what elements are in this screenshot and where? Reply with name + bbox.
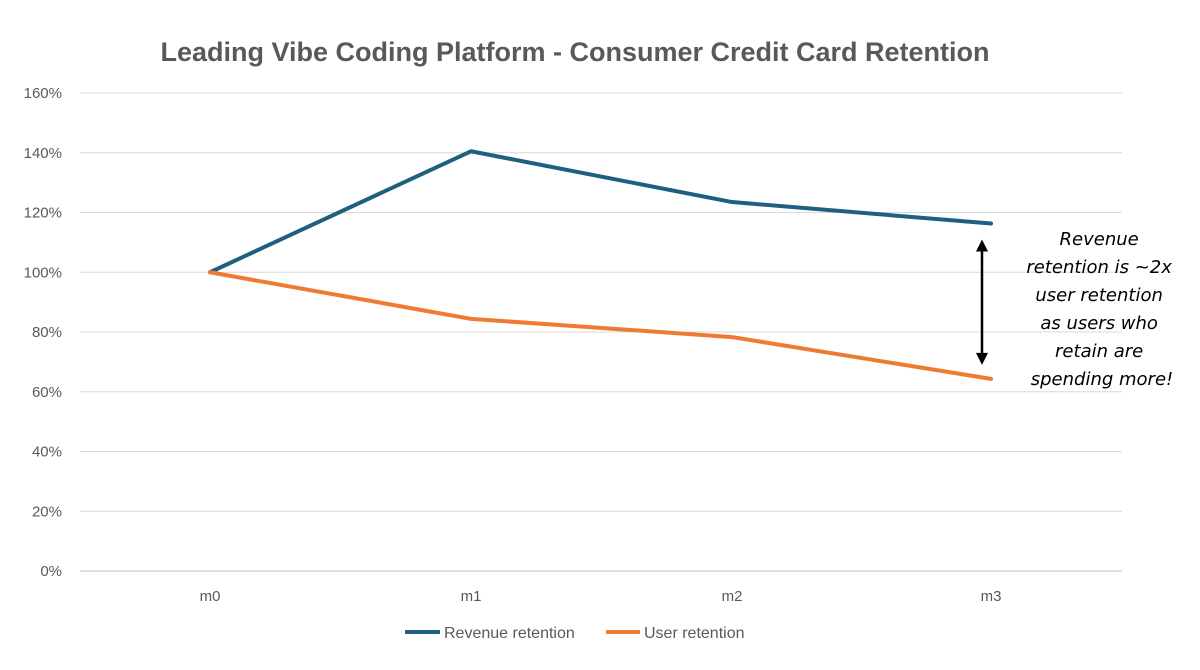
data-point <box>990 378 992 380</box>
y-tick-label: 120% <box>24 205 62 222</box>
annotation-line: as users who <box>1040 313 1158 334</box>
y-tick-label: 140% <box>24 145 62 162</box>
legend-label-user: User retention <box>644 625 745 642</box>
data-point <box>470 318 472 320</box>
x-tick-label: m3 <box>981 588 1002 605</box>
chart-title: Leading Vibe Coding Platform - Consumer … <box>160 37 989 67</box>
data-point <box>990 223 992 225</box>
x-tick-label: m0 <box>200 588 221 605</box>
data-point <box>209 271 211 273</box>
y-tick-label: 80% <box>32 324 62 341</box>
svg-text:Revenue retention is ~2x: Revenue retention is ~2x user retention … <box>1026 229 1177 390</box>
data-point <box>731 336 733 338</box>
y-tick-label: 40% <box>32 444 62 461</box>
revenue-retention-line <box>208 149 993 275</box>
annotation-line: user retention <box>1035 285 1162 306</box>
x-tick-label: m2 <box>722 588 743 605</box>
x-axis-ticks: m0 m1 m2 m3 <box>200 588 1002 605</box>
series-lines <box>208 149 993 381</box>
legend-label-revenue: Revenue retention <box>444 625 575 642</box>
gap-arrow-head-bottom <box>976 352 988 365</box>
annotation-line: spending more! <box>1031 369 1174 390</box>
y-tick-label: 20% <box>32 503 62 520</box>
gap-arrow-head-top <box>976 239 988 252</box>
data-point <box>470 150 472 152</box>
gridlines <box>80 92 1122 572</box>
y-tick-label: 0% <box>40 563 62 580</box>
y-axis-ticks: 0% 20% 40% 60% 80% 100% 120% 140% 160% <box>24 85 62 580</box>
legend: Revenue retention User retention <box>405 625 745 642</box>
user-retention-line <box>208 270 993 381</box>
annotation-line: retention is ~2x <box>1026 257 1172 278</box>
data-point <box>731 201 733 203</box>
annotation-line: retain are <box>1055 341 1143 362</box>
annotation-line: Revenue <box>1060 229 1139 250</box>
y-tick-label: 160% <box>24 85 62 102</box>
annotation: Revenue retention is ~2x user retention … <box>976 229 1177 390</box>
y-tick-label: 60% <box>32 384 62 401</box>
y-tick-label: 100% <box>24 264 62 281</box>
x-tick-label: m1 <box>461 588 482 605</box>
